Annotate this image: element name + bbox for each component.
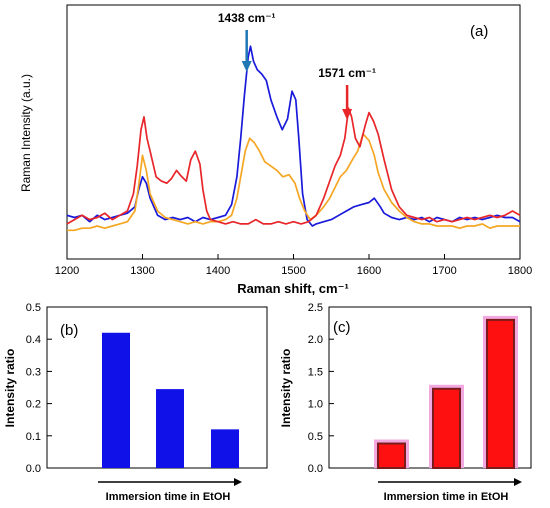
spectrum-x-tick-label: 1800: [508, 265, 532, 277]
y-tick-label: 0.5: [26, 302, 41, 314]
spectrum-panel: 1200 1300 1400 1500 1600 1700 1800 (a) Raman s…: [19, 4, 532, 296]
bar: [102, 332, 130, 468]
spectrum-panel-label: (a): [470, 23, 488, 40]
bar-panel-b: (b) Intensity ratio 0.0 0.1 0.2 0.3 0.4 0.5 I…: [3, 302, 268, 503]
y-tick-label: 0.4: [26, 334, 41, 346]
panel-b-y-ticks: 0.0 0.1 0.2 0.3 0.4 0.5: [26, 302, 52, 475]
peak-annotations: 1438 cm⁻¹ 1571 cm⁻¹: [218, 11, 376, 120]
peak-annotation-label: 1571 cm⁻¹: [318, 66, 376, 80]
spectrum-y-axis-label: Raman Intensity (a.u.): [19, 74, 33, 192]
spectrum-x-tick-label: 1400: [206, 265, 230, 277]
y-tick-label: 0.2: [26, 399, 41, 411]
panel-b-x-axis-label: Immersion time in EtOH: [106, 491, 231, 503]
spectrum-x-tick-label: 1300: [130, 265, 154, 277]
panel-b-label: (b): [60, 322, 78, 339]
spectrum-x-ticks: 1200 1300 1400 1500 1600 1700 1800: [55, 254, 532, 277]
peak-annotation-label: 1438 cm⁻¹: [218, 11, 276, 25]
panel-c-x-axis-label: Immersion time in EtOH: [384, 491, 509, 503]
y-tick-label: 1.0: [308, 399, 323, 411]
spectrum-series-line-2: [67, 133, 520, 232]
y-tick-label: 0.0: [308, 463, 323, 475]
y-tick-label: 1.5: [308, 366, 323, 378]
spectrum-series-line-3: [66, 107, 521, 225]
spectrum-x-tick-label: 1700: [432, 265, 456, 277]
peak-arrow-head: [241, 61, 252, 72]
spectrum-x-tick-label: 1200: [55, 265, 79, 277]
y-tick-label: 0.1: [26, 431, 41, 443]
panel-c-bars: [374, 315, 518, 470]
panel-c-label: (c): [333, 319, 351, 336]
y-tick-label: 0.0: [26, 463, 41, 475]
y-tick-label: 2.0: [308, 334, 323, 346]
spectrum-lines: [66, 45, 521, 232]
panel-c-y-axis-label: Intensity ratio: [279, 349, 293, 428]
panel-b-bars: [102, 332, 239, 468]
y-tick-label: 0.5: [308, 431, 323, 443]
y-tick-label: 2.5: [308, 302, 323, 314]
peak-arrow-head: [342, 109, 353, 120]
y-tick-label: 0.3: [26, 366, 41, 378]
bar: [486, 318, 515, 469]
bar: [432, 387, 461, 469]
panel-c-y-ticks: 0.0 0.5 1.0 1.5 2.0 2.5: [308, 302, 334, 475]
spectrum-x-tick-label: 1500: [281, 265, 305, 277]
spectrum-x-tick-label: 1600: [357, 265, 381, 277]
bar-panel-c: (c) Intensity ratio 0.0 0.5 1.0 1.5 2.0 2.5 I…: [279, 302, 532, 503]
bar: [156, 389, 184, 468]
spectrum-x-axis-label: Raman shift, cm⁻¹: [237, 281, 349, 296]
bar: [377, 442, 406, 470]
spectrum-series-line-1: [66, 45, 521, 227]
panel-b-y-axis-label: Intensity ratio: [3, 349, 17, 428]
bar: [211, 429, 239, 468]
